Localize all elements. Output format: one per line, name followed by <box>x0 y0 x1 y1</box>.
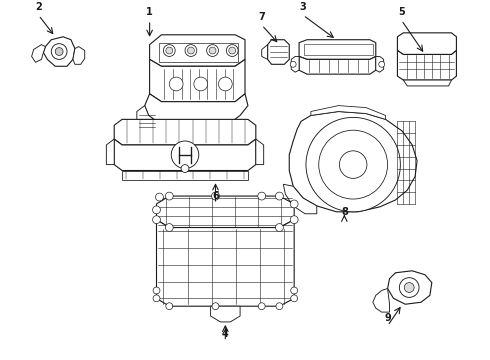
Circle shape <box>209 47 216 54</box>
Circle shape <box>275 192 283 200</box>
Polygon shape <box>156 196 294 228</box>
Circle shape <box>152 216 160 224</box>
Text: 8: 8 <box>341 207 348 217</box>
Polygon shape <box>397 50 456 80</box>
Polygon shape <box>283 184 317 214</box>
Circle shape <box>258 192 266 200</box>
Circle shape <box>194 77 208 91</box>
Polygon shape <box>291 57 299 72</box>
Circle shape <box>51 44 67 59</box>
Circle shape <box>290 61 296 67</box>
Polygon shape <box>268 40 289 64</box>
Polygon shape <box>403 80 451 86</box>
Circle shape <box>163 45 175 57</box>
Text: 4: 4 <box>222 329 229 339</box>
Polygon shape <box>145 94 248 121</box>
Circle shape <box>153 287 160 294</box>
Circle shape <box>153 295 160 302</box>
Circle shape <box>319 130 388 199</box>
Text: 7: 7 <box>258 12 265 22</box>
Polygon shape <box>373 288 390 312</box>
Polygon shape <box>137 105 156 131</box>
Polygon shape <box>211 306 240 322</box>
Text: 9: 9 <box>384 313 391 323</box>
Circle shape <box>188 47 195 54</box>
Circle shape <box>306 117 400 212</box>
Polygon shape <box>388 271 432 304</box>
Polygon shape <box>106 139 114 165</box>
Polygon shape <box>262 45 268 59</box>
Circle shape <box>229 47 236 54</box>
Circle shape <box>212 303 219 310</box>
Circle shape <box>290 216 298 224</box>
Circle shape <box>290 200 298 208</box>
Circle shape <box>152 206 160 214</box>
Circle shape <box>166 303 172 310</box>
Circle shape <box>155 193 163 201</box>
Circle shape <box>379 61 385 67</box>
Polygon shape <box>376 57 384 72</box>
Polygon shape <box>149 35 245 66</box>
Circle shape <box>55 48 63 55</box>
Polygon shape <box>289 112 417 212</box>
Polygon shape <box>311 105 386 120</box>
Polygon shape <box>114 139 256 171</box>
Polygon shape <box>149 59 245 102</box>
Circle shape <box>291 287 297 294</box>
Circle shape <box>340 151 367 178</box>
Text: 3: 3 <box>300 2 306 12</box>
Circle shape <box>219 77 232 91</box>
Polygon shape <box>32 45 46 62</box>
Circle shape <box>185 45 197 57</box>
Circle shape <box>166 47 172 54</box>
Circle shape <box>291 295 297 302</box>
Circle shape <box>181 165 189 172</box>
Circle shape <box>169 77 183 91</box>
Text: 6: 6 <box>212 191 219 201</box>
Text: 5: 5 <box>398 7 405 17</box>
Circle shape <box>276 303 283 310</box>
Polygon shape <box>256 139 264 165</box>
Polygon shape <box>299 40 376 59</box>
Circle shape <box>165 192 173 200</box>
Circle shape <box>207 45 219 57</box>
Polygon shape <box>73 46 85 64</box>
Circle shape <box>171 141 199 168</box>
Circle shape <box>404 283 414 292</box>
Polygon shape <box>299 57 376 74</box>
Circle shape <box>275 224 283 231</box>
Polygon shape <box>156 220 294 306</box>
Circle shape <box>212 192 220 200</box>
Polygon shape <box>122 171 248 180</box>
Polygon shape <box>114 120 256 145</box>
Text: 2: 2 <box>35 2 42 12</box>
Circle shape <box>258 303 265 310</box>
Text: 1: 1 <box>146 7 153 17</box>
Circle shape <box>165 224 173 231</box>
Polygon shape <box>44 37 75 66</box>
Polygon shape <box>397 33 456 54</box>
Circle shape <box>226 45 238 57</box>
Circle shape <box>399 278 419 297</box>
